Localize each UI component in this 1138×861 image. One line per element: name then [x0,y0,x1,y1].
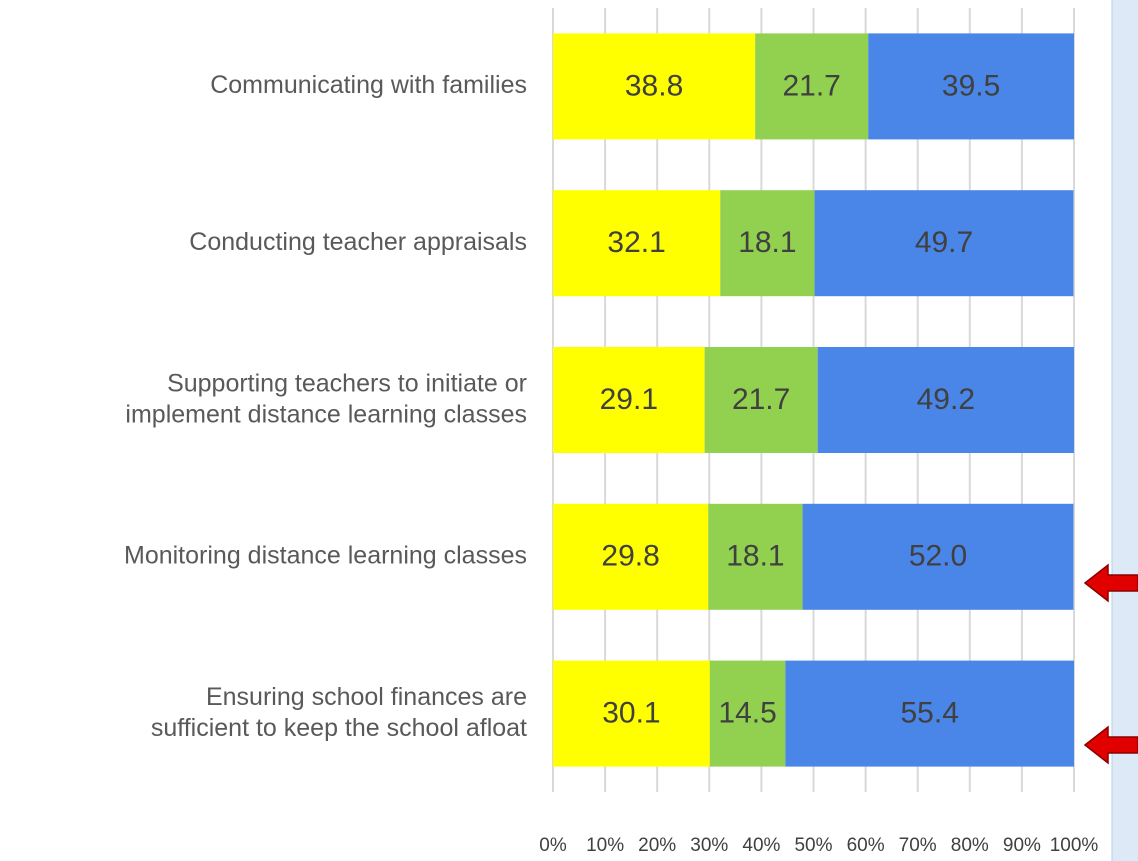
data-label: 52.0 [909,540,967,573]
x-tick-label: 10% [586,835,624,856]
bar-segment [755,33,869,140]
bar-segment [785,660,1074,767]
bar-segment [817,347,1074,453]
data-label: 32.1 [607,226,665,259]
category-label: Conducting teacher appraisals [189,228,527,256]
x-tick-label: 80% [951,835,989,856]
category-label: Ensuring school finances are sufficient t… [151,683,527,742]
data-label: 29.1 [600,383,658,416]
data-label: 21.7 [732,383,790,416]
arrow [1083,725,1138,765]
bar-segment [720,190,815,297]
data-label: 18.1 [738,226,796,259]
data-label: 29.8 [601,540,659,573]
data-label: 18.1 [726,540,784,573]
data-label: 14.5 [718,697,776,730]
bar-segment [553,503,709,610]
x-tick-label: 30% [690,835,728,856]
data-label: 49.2 [917,383,975,416]
category-label: Communicating with families [210,71,527,99]
bar-segment [868,33,1074,140]
x-tick-label: 60% [847,835,885,856]
arrow [1083,563,1138,603]
bar-segment [553,347,705,453]
bar-segment [553,190,721,297]
data-label: 21.7 [782,69,840,102]
x-tick-label: 90% [1003,835,1041,856]
x-tick-label: 0% [539,835,567,856]
data-label: 55.4 [900,697,958,730]
x-tick-label: 20% [638,835,676,856]
bar-segment [553,660,710,767]
x-tick-label: 40% [742,835,780,856]
data-label: 30.1 [602,697,660,730]
bar-segment [704,347,818,453]
bar-segment [814,190,1074,297]
category-label: Monitoring distance learning classes [124,541,527,569]
side-panel [1112,0,1138,861]
x-tick-label: 50% [794,835,832,856]
plot-area: 0% 10% 20% 30% 40% 50% 60% 70% 80% 90% 100% Communi… [124,8,1098,856]
data-label: 39.5 [942,69,1000,102]
data-label: 38.8 [625,69,683,102]
category-label: Supporting teachers to initiate or implem… [125,369,527,428]
data-label: 49.7 [915,226,973,259]
x-tick-label: 100% [1050,835,1099,856]
bar-segment [708,503,803,610]
bar-segment [553,33,756,140]
bar-segment [802,503,1074,610]
bar-segment [709,660,786,767]
x-tick-label: 70% [899,835,937,856]
